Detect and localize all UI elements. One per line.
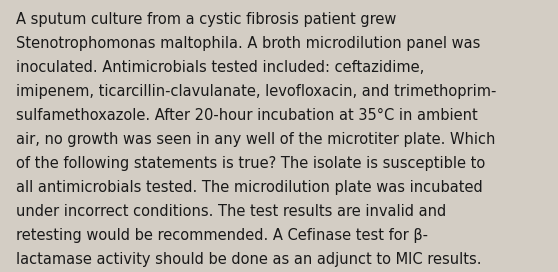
Text: inoculated. Antimicrobials tested included: ceftazidime,: inoculated. Antimicrobials tested includ… — [16, 60, 424, 75]
Text: air, no growth was seen in any well of the microtiter plate. Which: air, no growth was seen in any well of t… — [16, 132, 495, 147]
Text: of the following statements is true? The isolate is susceptible to: of the following statements is true? The… — [16, 156, 485, 171]
Text: imipenem, ticarcillin-clavulanate, levofloxacin, and trimethoprim-: imipenem, ticarcillin-clavulanate, levof… — [16, 84, 496, 99]
Text: sulfamethoxazole. After 20-hour incubation at 35°C in ambient: sulfamethoxazole. After 20-hour incubati… — [16, 108, 478, 123]
Text: Stenotrophomonas maltophila. A broth microdilution panel was: Stenotrophomonas maltophila. A broth mic… — [16, 36, 480, 51]
Text: retesting would be recommended. A Cefinase test for β-: retesting would be recommended. A Cefina… — [16, 228, 427, 243]
Text: A sputum culture from a cystic fibrosis patient grew: A sputum culture from a cystic fibrosis … — [16, 12, 396, 27]
Text: lactamase activity should be done as an adjunct to MIC results.: lactamase activity should be done as an … — [16, 252, 481, 267]
Text: under incorrect conditions. The test results are invalid and: under incorrect conditions. The test res… — [16, 204, 446, 219]
Text: all antimicrobials tested. The microdilution plate was incubated: all antimicrobials tested. The microdilu… — [16, 180, 482, 195]
